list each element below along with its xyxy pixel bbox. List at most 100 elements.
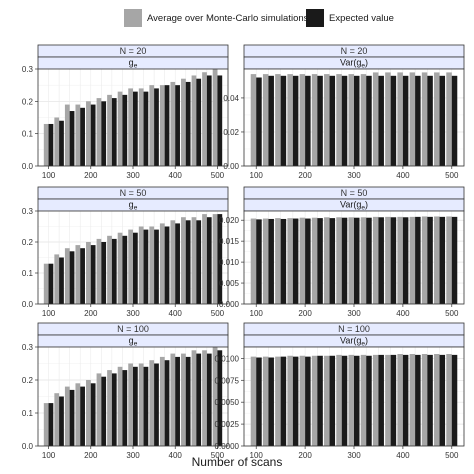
panel-5-bar-expected	[111, 373, 117, 446]
panel-4-bar-expected	[354, 217, 360, 304]
panel-6-bar-expected	[366, 355, 372, 446]
panel-1-bar-monte-carlo	[107, 94, 112, 166]
panel-4-x-tick-label: 500	[445, 309, 459, 318]
panel-3-y-tick-label: 0.3	[22, 207, 34, 216]
panel-6-bar-monte-carlo	[336, 354, 342, 446]
panel-1-bar-monte-carlo	[181, 78, 186, 166]
panel-5-strip-top-label: N = 100	[117, 324, 149, 334]
panel-4-x-tick-label: 400	[396, 309, 410, 318]
panel-2-bar-expected	[329, 75, 336, 166]
panel-3-bar-expected	[59, 257, 64, 304]
panel-3-bar-monte-carlo	[138, 226, 144, 304]
panel-2-bar-expected	[378, 75, 384, 166]
panel-1-bar-monte-carlo	[75, 104, 81, 166]
panel-3-strip-bottom-label: ge	[129, 200, 138, 212]
panel-5-y-tick-label: 0.3	[22, 343, 34, 352]
panel-6-strip-bottom-label: Var(ge)	[340, 336, 368, 348]
panel-3-bar-monte-carlo	[117, 232, 123, 304]
panel-6-y-tick-label: 0.0100	[215, 354, 240, 363]
panel-2-x-tick-label: 400	[396, 171, 410, 180]
panel-2-bar-expected	[341, 75, 348, 166]
panel-1-x-tick-label: 300	[126, 171, 140, 180]
panel-3-bar-monte-carlo	[159, 223, 165, 304]
panel-5-bar-expected	[154, 363, 159, 446]
panel-2-bar-monte-carlo	[434, 72, 440, 166]
panel-6-bar-expected	[268, 357, 274, 446]
panel-4-bar-expected	[317, 218, 323, 304]
panel-1-y-tick-label: 0.2	[22, 97, 34, 106]
panel-5-x-tick-label: 500	[211, 451, 225, 460]
panel-5-y-tick-label: 0.2	[22, 376, 34, 385]
panel-5-bar-monte-carlo	[54, 393, 60, 446]
panel-3-border	[37, 210, 229, 305]
panel-3-bar-monte-carlo	[191, 217, 197, 304]
panel-1-bar-expected	[143, 91, 149, 166]
panel-2-y-tick-label: 0.02	[223, 128, 239, 137]
panel-1-border	[37, 68, 229, 167]
panel-2-bar-monte-carlo	[311, 74, 318, 166]
panel-4-bar-monte-carlo	[446, 216, 452, 304]
legend-item-monte-carlo: Average over Monte-Carlo simulations	[124, 9, 308, 27]
panel-6-bar-monte-carlo	[372, 354, 379, 446]
panel-3-x-tick-label: 100	[42, 309, 56, 318]
panel-5-bar-monte-carlo	[64, 386, 70, 446]
panel-6-bar-expected	[439, 354, 446, 446]
panel-5-bar-monte-carlo	[75, 383, 81, 446]
panel-1-bar-monte-carlo	[43, 123, 49, 166]
panel-1-bar-monte-carlo	[149, 85, 155, 166]
panel-4-bar-monte-carlo	[275, 218, 281, 304]
legend-item-expected: Expected value	[306, 9, 394, 27]
panel-1-bar-monte-carlo	[202, 72, 207, 166]
panel-6-bar-expected	[341, 355, 348, 446]
panel-5-bar-monte-carlo	[149, 360, 155, 446]
panel-6-bar-expected	[305, 356, 311, 446]
panel-4-bar-monte-carlo	[421, 216, 428, 304]
panel-2-strip-bottom-label: Var(ge)	[340, 58, 368, 70]
panel-1-bar-expected	[185, 81, 191, 166]
panel-3-bar-expected	[133, 232, 138, 304]
panel-1-y-tick-label: 0.0	[22, 162, 34, 171]
panel-4-border	[243, 210, 465, 305]
panel-4-bar-monte-carlo	[372, 216, 379, 304]
panel-2-bar-monte-carlo	[262, 74, 269, 166]
panel-2-strip-top-label: N = 20	[341, 46, 368, 56]
panel-3-bar-expected	[196, 220, 202, 304]
panel-6-bar-monte-carlo	[287, 355, 293, 446]
panel-1-bar-expected	[111, 98, 117, 166]
panel-2-bar-expected	[451, 75, 458, 166]
panel-5-x-tick-label: 300	[126, 451, 140, 460]
panel-4-bar-expected	[378, 217, 384, 304]
panel-1-y-tick-label: 0.3	[22, 65, 34, 74]
panel-2-bar-monte-carlo	[446, 72, 452, 166]
panel-6-bar-monte-carlo	[421, 354, 428, 446]
panel-1-bar-expected	[196, 78, 202, 166]
panel-3-bar-monte-carlo	[181, 217, 186, 304]
panel-2-x-tick-label: 200	[298, 171, 312, 180]
panel-3-bar-expected	[90, 245, 96, 304]
panel-4-bar-monte-carlo	[348, 217, 354, 304]
panel-6-bar-expected	[317, 355, 323, 446]
panel-2-bar-monte-carlo	[372, 72, 379, 166]
panel-3-bar-expected	[122, 235, 128, 304]
panel-1: N = 20 ge 0.0 0.1 0.2 0.3 100 200 300 400 500	[22, 44, 229, 180]
panel-6-bar-expected	[292, 356, 299, 446]
panel-2-x-tick-label: 100	[250, 171, 264, 180]
panel-1-bar-expected	[217, 75, 223, 166]
panel-6-bar-expected	[427, 354, 433, 446]
panel-1-bar-expected	[206, 75, 212, 166]
panel-3-bar-monte-carlo	[75, 245, 81, 304]
panel-1-bar-monte-carlo	[138, 88, 144, 166]
panel-1-x-tick-label: 200	[84, 171, 98, 180]
panel-3-x-tick-label: 200	[84, 309, 98, 318]
panel-6-bar-expected	[415, 354, 421, 446]
panel-1-bar-expected	[154, 88, 159, 166]
panel-4-bar-monte-carlo	[336, 217, 342, 304]
panel-1-bar-monte-carlo	[86, 101, 91, 166]
panel-2-bar-monte-carlo	[360, 74, 367, 166]
panel-2-bar-monte-carlo	[287, 74, 293, 166]
legend-swatch-monte-carlo	[124, 9, 142, 27]
panel-6-bar-monte-carlo	[250, 356, 257, 446]
panel-4-bar-monte-carlo	[397, 216, 403, 304]
panel-4-y-tick-label: 0.020	[219, 216, 240, 225]
panel-4-bar-expected	[415, 216, 421, 304]
